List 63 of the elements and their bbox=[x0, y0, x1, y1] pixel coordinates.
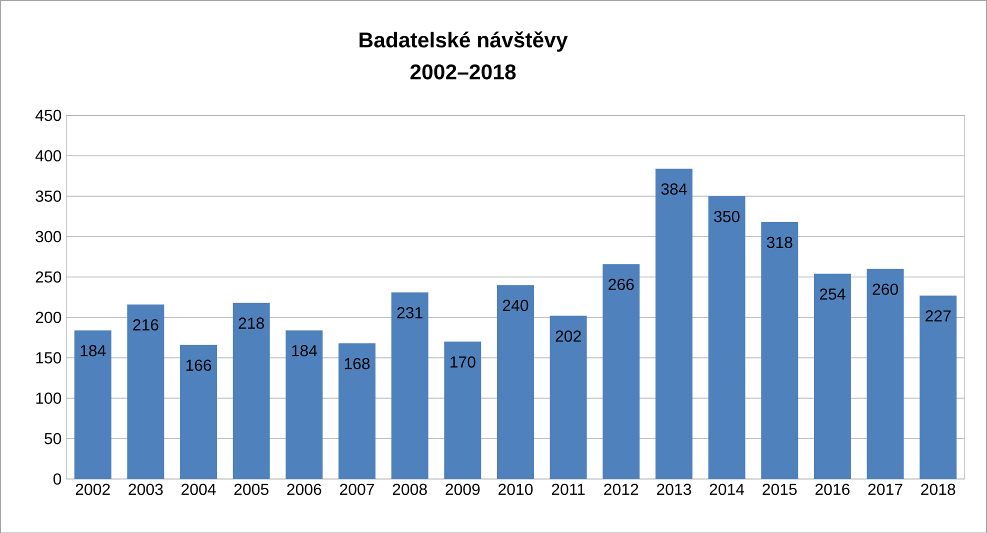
data-label: 166 bbox=[186, 359, 212, 371]
x-tick-label: 2008 bbox=[392, 484, 427, 495]
bar bbox=[338, 343, 376, 479]
y-tick-label: 150 bbox=[36, 352, 62, 364]
x-tick-label: 2002 bbox=[76, 484, 110, 495]
y-tick-label: 300 bbox=[36, 230, 62, 242]
bar bbox=[814, 274, 851, 479]
y-tick-label: 250 bbox=[36, 271, 62, 282]
bar bbox=[391, 292, 428, 479]
x-tick-label: 2014 bbox=[710, 484, 744, 495]
data-label: 168 bbox=[344, 358, 370, 370]
bar bbox=[444, 341, 482, 479]
x-tick-label: 2010 bbox=[498, 484, 533, 495]
y-tick-label: 450 bbox=[35, 110, 62, 121]
bar bbox=[497, 284, 534, 479]
chart-title: Badatelské návštěvy bbox=[360, 31, 568, 52]
y-tick-label: 50 bbox=[44, 432, 62, 444]
data-label: 218 bbox=[238, 317, 264, 329]
data-label: 350 bbox=[714, 210, 740, 222]
data-label: 170 bbox=[450, 356, 476, 368]
chart-subtitle: 2002–2018 bbox=[410, 64, 516, 80]
data-label: 384 bbox=[661, 183, 687, 194]
bar bbox=[602, 264, 640, 479]
bar bbox=[286, 330, 323, 479]
x-tick-label: 2016 bbox=[815, 484, 850, 495]
data-label: 231 bbox=[397, 306, 422, 318]
data-label: 260 bbox=[872, 283, 898, 295]
x-tick-label: 2012 bbox=[604, 484, 638, 495]
x-tick-label: 2011 bbox=[552, 484, 585, 495]
x-tick-label: 2015 bbox=[762, 484, 797, 495]
bar bbox=[920, 295, 957, 479]
data-label: 254 bbox=[820, 288, 846, 300]
bar bbox=[708, 196, 746, 479]
x-tick-label: 2003 bbox=[128, 484, 163, 495]
x-tick-label: 2006 bbox=[287, 484, 322, 495]
data-label: 202 bbox=[556, 330, 581, 342]
bar bbox=[74, 330, 112, 479]
data-label: 184 bbox=[80, 344, 106, 356]
bar bbox=[550, 316, 587, 479]
y-tick-label: 400 bbox=[35, 150, 62, 162]
x-tick-label: 2007 bbox=[340, 484, 374, 495]
x-tick-label: 2018 bbox=[921, 484, 956, 495]
x-tick-label: 2017 bbox=[868, 484, 902, 495]
data-label: 216 bbox=[133, 318, 158, 330]
x-tick-label: 2013 bbox=[656, 484, 692, 495]
data-label: 227 bbox=[926, 310, 951, 322]
bar bbox=[180, 344, 217, 479]
bar bbox=[127, 304, 164, 479]
x-tick-label: 2005 bbox=[234, 484, 268, 495]
y-tick-label: 0 bbox=[53, 473, 62, 484]
bar bbox=[655, 168, 692, 479]
y-tick-label: 200 bbox=[36, 312, 62, 323]
data-label: 318 bbox=[766, 236, 792, 248]
data-label: 240 bbox=[502, 300, 528, 311]
y-tick-label: 350 bbox=[36, 190, 62, 202]
bar bbox=[761, 222, 798, 479]
data-label: 184 bbox=[292, 344, 318, 356]
x-tick-label: 2004 bbox=[182, 484, 216, 495]
bar bbox=[232, 302, 270, 479]
data-label: 266 bbox=[608, 278, 634, 290]
x-tick-label: 2009 bbox=[446, 484, 480, 495]
y-tick-label: 100 bbox=[36, 392, 62, 404]
bar bbox=[866, 268, 904, 479]
